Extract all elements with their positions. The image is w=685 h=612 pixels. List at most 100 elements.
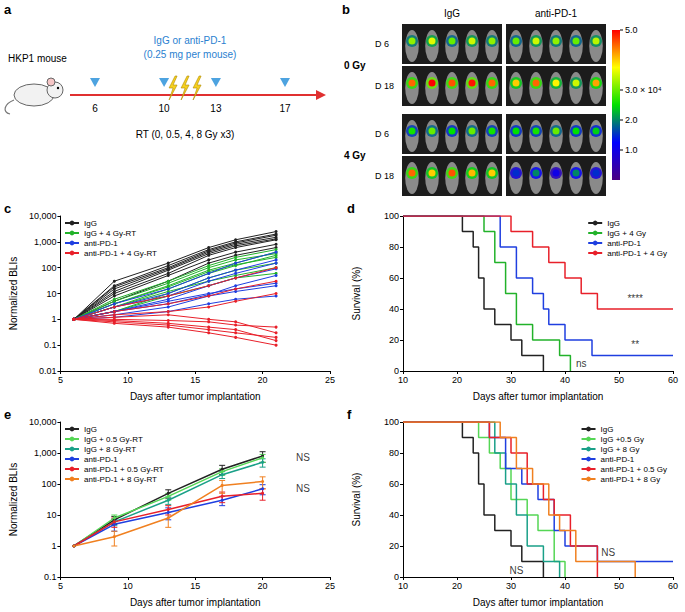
svg-text:IgG: IgG [444, 8, 460, 19]
svg-text:10: 10 [123, 375, 133, 385]
svg-text:100: 100 [384, 211, 399, 221]
svg-text:D 6: D 6 [375, 129, 389, 139]
svg-text:anti-PD-1: anti-PD-1 [601, 455, 635, 464]
svg-text:40: 40 [389, 304, 399, 314]
svg-text:IgG +0.5 Gy: IgG +0.5 Gy [601, 435, 644, 444]
svg-text:30: 30 [506, 581, 516, 591]
svg-text:1,000: 1,000 [34, 237, 57, 247]
svg-text:50: 50 [614, 581, 624, 591]
svg-text:Days after tumor implantation: Days after tumor implantation [130, 597, 261, 608]
svg-text:60: 60 [668, 581, 678, 591]
svg-text:40: 40 [560, 581, 570, 591]
svg-text:b: b [342, 2, 350, 17]
svg-text:e: e [4, 407, 11, 422]
svg-text:10: 10 [123, 581, 133, 591]
svg-text:c: c [4, 201, 11, 216]
svg-text:20: 20 [389, 335, 399, 345]
svg-text:40: 40 [560, 375, 570, 385]
svg-text:IgG: IgG [84, 219, 97, 228]
svg-text:1: 1 [51, 314, 56, 324]
svg-text:IgG + 8 Gy-RT: IgG + 8 Gy-RT [84, 445, 136, 454]
svg-text:20: 20 [452, 581, 462, 591]
svg-text:2.0: 2.0 [625, 115, 638, 125]
svg-text:1.0: 1.0 [625, 145, 638, 155]
svg-text:3.0 × 10⁴: 3.0 × 10⁴ [625, 85, 662, 95]
svg-text:20: 20 [258, 375, 268, 385]
svg-text:6: 6 [92, 103, 98, 114]
svg-text:30: 30 [506, 375, 516, 385]
svg-text:0.1: 0.1 [44, 572, 57, 582]
svg-text:RT (0, 0.5, 4, 8 Gy x3): RT (0, 0.5, 4, 8 Gy x3) [136, 129, 235, 140]
svg-text:NS: NS [601, 547, 615, 558]
svg-text:anti-PD-1 + 8 Gy: anti-PD-1 + 8 Gy [601, 475, 661, 484]
svg-text:D 6: D 6 [375, 39, 389, 49]
svg-text:20: 20 [452, 375, 462, 385]
svg-text:100: 100 [41, 479, 56, 489]
svg-text:f: f [347, 407, 352, 422]
svg-text:10,000: 10,000 [29, 417, 57, 427]
svg-text:(0.25 mg per mouse): (0.25 mg per mouse) [144, 49, 237, 60]
svg-text:Days after tumor implantation: Days after tumor implantation [473, 597, 604, 608]
svg-text:**: ** [631, 339, 639, 350]
svg-text:1,000: 1,000 [34, 448, 57, 458]
svg-text:10: 10 [398, 581, 408, 591]
svg-text:anti-PD-1: anti-PD-1 [535, 8, 578, 19]
svg-text:NS: NS [296, 483, 310, 494]
svg-text:IgG + 4 Gy: IgG + 4 Gy [607, 229, 646, 238]
svg-text:IgG: IgG [84, 425, 97, 434]
svg-text:1: 1 [51, 541, 56, 551]
svg-text:anti-PD-1 + 0.5 Gy: anti-PD-1 + 0.5 Gy [601, 465, 667, 474]
svg-text:40: 40 [389, 510, 399, 520]
svg-text:5: 5 [58, 375, 63, 385]
svg-text:13: 13 [210, 103, 222, 114]
svg-text:100: 100 [384, 417, 399, 427]
svg-text:50: 50 [614, 375, 624, 385]
svg-text:25: 25 [325, 581, 335, 591]
svg-text:60: 60 [668, 375, 678, 385]
svg-text:IgG + 0.5 Gy-RT: IgG + 0.5 Gy-RT [84, 435, 143, 444]
svg-text:Normalized BLIs: Normalized BLIs [8, 257, 19, 330]
svg-text:20: 20 [258, 581, 268, 591]
svg-text:Survival (%): Survival (%) [351, 473, 362, 527]
svg-text:5: 5 [58, 581, 63, 591]
svg-text:anti-PD-1 + 4 Gy-RT: anti-PD-1 + 4 Gy-RT [84, 249, 157, 258]
svg-text:anti-PD-1 + 4 Gy: anti-PD-1 + 4 Gy [607, 249, 667, 258]
svg-text:Days after tumor implantation: Days after tumor implantation [130, 391, 261, 402]
svg-text:anti-PD-1 + 8 Gy-RT: anti-PD-1 + 8 Gy-RT [84, 475, 157, 484]
svg-text:anti-PD-1: anti-PD-1 [84, 455, 118, 464]
svg-text:Days after tumor implantation: Days after tumor implantation [473, 391, 604, 402]
svg-text:anti-PD-1: anti-PD-1 [607, 239, 641, 248]
svg-text:0.1: 0.1 [44, 340, 57, 350]
svg-text:NS: NS [296, 452, 310, 463]
svg-text:IgG + 8 Gy: IgG + 8 Gy [601, 445, 640, 454]
svg-text:80: 80 [389, 242, 399, 252]
svg-text:15: 15 [190, 375, 200, 385]
svg-text:HKP1 mouse: HKP1 mouse [8, 53, 67, 64]
svg-text:a: a [4, 2, 12, 17]
svg-text:NS: NS [509, 565, 523, 576]
svg-text:D 18: D 18 [375, 81, 394, 91]
svg-text:5.0: 5.0 [625, 25, 638, 35]
svg-text:IgG: IgG [607, 219, 620, 228]
svg-text:anti-PD-1 + 0.5 Gy-RT: anti-PD-1 + 0.5 Gy-RT [84, 465, 164, 474]
svg-text:10: 10 [159, 103, 171, 114]
svg-text:0.01: 0.01 [39, 366, 57, 376]
svg-text:4 Gy: 4 Gy [344, 150, 366, 161]
svg-text:10: 10 [398, 375, 408, 385]
svg-text:IgG or anti-PD-1: IgG or anti-PD-1 [154, 35, 227, 46]
svg-text:17: 17 [279, 103, 291, 114]
svg-text:0 Gy: 0 Gy [344, 60, 366, 71]
svg-text:80: 80 [389, 448, 399, 458]
svg-text:100: 100 [41, 263, 56, 273]
svg-text:15: 15 [190, 581, 200, 591]
svg-text:10: 10 [46, 510, 56, 520]
svg-text:10,000: 10,000 [29, 211, 57, 221]
svg-text:anti-PD-1: anti-PD-1 [84, 239, 118, 248]
svg-text:D 18: D 18 [375, 171, 394, 181]
svg-text:10: 10 [46, 289, 56, 299]
svg-text:Survival (%): Survival (%) [351, 267, 362, 321]
svg-text:25: 25 [325, 375, 335, 385]
svg-text:d: d [347, 201, 355, 216]
svg-text:Normalized BLIs: Normalized BLIs [8, 463, 19, 536]
svg-text:20: 20 [389, 541, 399, 551]
